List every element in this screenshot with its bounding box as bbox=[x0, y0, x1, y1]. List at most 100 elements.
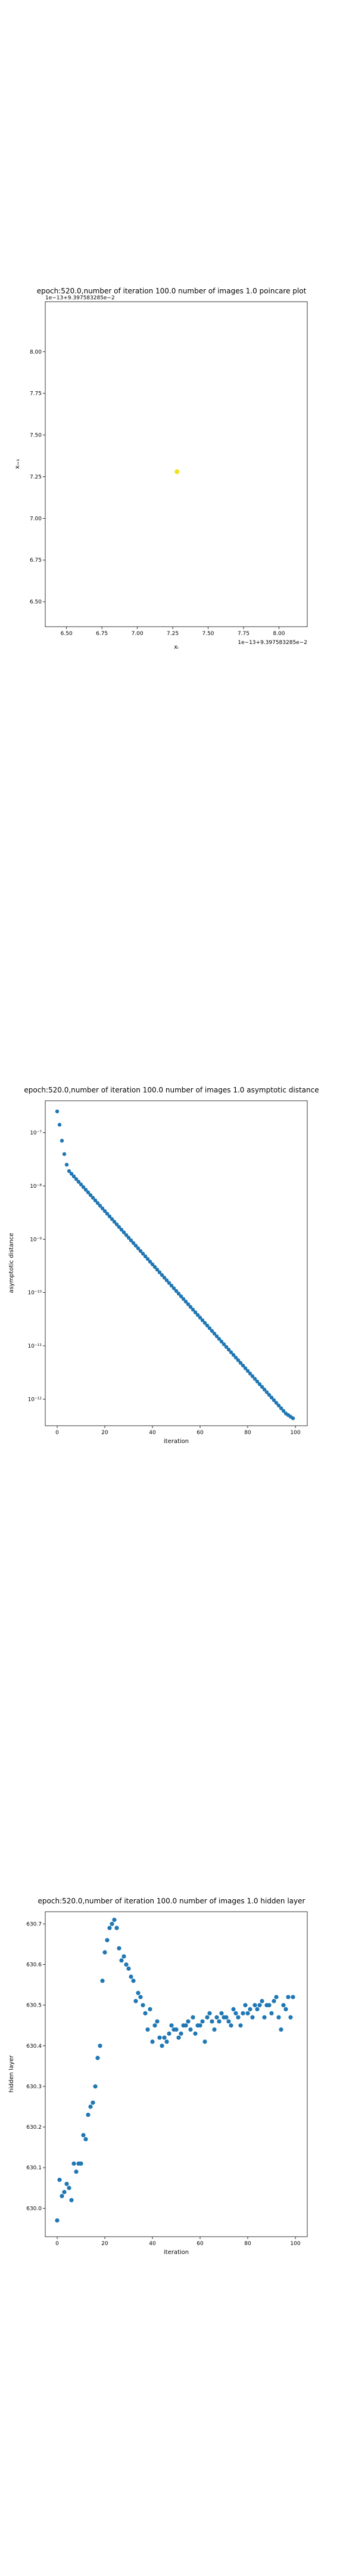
data-point bbox=[186, 2019, 191, 2024]
data-point bbox=[241, 1363, 245, 1368]
x-tick-label: 20 bbox=[101, 2241, 108, 2247]
data-point bbox=[126, 1236, 131, 1240]
data-point bbox=[255, 1379, 260, 1384]
data-point bbox=[107, 1925, 112, 1930]
y-tick-label: 630.6 bbox=[26, 1962, 42, 1968]
data-point bbox=[207, 2011, 212, 2015]
chart-title: epoch:520.0,number of iteration 100.0 nu… bbox=[38, 1897, 305, 1905]
data-point bbox=[79, 1182, 83, 1187]
y-tick-label: 6.50 bbox=[30, 599, 42, 605]
data-point bbox=[133, 1243, 138, 1248]
data-point bbox=[183, 2023, 188, 2028]
scatter-points bbox=[55, 1109, 295, 1420]
data-point bbox=[272, 1398, 276, 1402]
data-point bbox=[91, 2100, 95, 2105]
data-point bbox=[172, 1286, 176, 1290]
data-point bbox=[112, 1219, 117, 1224]
data-point bbox=[114, 1925, 119, 1930]
data-point bbox=[176, 1292, 181, 1296]
data-point bbox=[131, 1241, 136, 1245]
scatter-points bbox=[174, 469, 180, 475]
data-point bbox=[174, 469, 180, 475]
data-point bbox=[64, 2181, 69, 2187]
axis-ticks: 0 20 40 60 80 100 10⁻⁷ 10⁻⁸ 10⁻⁹ 10⁻¹⁰ 10⁻¹¹ 10⁻¹² bbox=[28, 1131, 301, 1436]
data-point bbox=[162, 1275, 167, 1280]
data-point bbox=[98, 2044, 102, 2048]
x-axis-label: iteration bbox=[164, 2249, 189, 2256]
data-point bbox=[79, 2161, 83, 2166]
data-point bbox=[252, 2003, 257, 2008]
y-axis-label: hidden layer bbox=[8, 2055, 15, 2092]
data-point bbox=[121, 1954, 126, 1959]
data-point bbox=[55, 2218, 60, 2223]
hidden-layer-chart: epoch:520.0,number of iteration 100.0 nu… bbox=[8, 1897, 308, 2256]
data-point bbox=[198, 1315, 202, 1320]
poincare-plot-chart: epoch:520.0,number of iteration 100.0 nu… bbox=[14, 287, 308, 651]
data-point bbox=[260, 1385, 264, 1389]
data-point bbox=[81, 2133, 86, 2138]
data-point bbox=[57, 1123, 62, 1127]
data-point bbox=[157, 1270, 162, 1274]
data-point bbox=[102, 1950, 107, 1955]
data-point bbox=[255, 2007, 260, 2012]
data-point bbox=[243, 2003, 248, 2008]
y-tick-label: 630.1 bbox=[26, 2165, 42, 2171]
data-point bbox=[250, 1374, 255, 1379]
data-point bbox=[267, 2003, 272, 2008]
data-point bbox=[193, 2031, 198, 2036]
data-point bbox=[141, 2003, 145, 2008]
x-tick-label: 6.75 bbox=[96, 631, 108, 637]
x-tick-label: 8.00 bbox=[273, 631, 285, 637]
chart-title: epoch:520.0,number of iteration 100.0 nu… bbox=[37, 287, 307, 295]
x-tick-label: 0 bbox=[55, 2241, 59, 2247]
data-point bbox=[200, 2019, 205, 2024]
x-axis-label: xᵢ bbox=[174, 644, 179, 651]
data-point bbox=[279, 1406, 283, 1410]
data-point bbox=[167, 1281, 172, 1285]
data-point bbox=[200, 1318, 205, 1323]
data-point bbox=[229, 2023, 233, 2028]
axis-ticks: 6.50 6.75 7.00 7.25 7.50 7.75 8.00 6.50 6.75 7.00… bbox=[30, 349, 285, 637]
data-point bbox=[160, 1272, 164, 1277]
y-tick-label: 10⁻¹¹ bbox=[28, 1343, 42, 1349]
data-point bbox=[250, 2015, 255, 2020]
data-point bbox=[231, 1352, 236, 1357]
data-point bbox=[214, 1334, 219, 1339]
asymptotic-distance-chart: epoch:520.0,number of iteration 100.0 nu… bbox=[8, 1086, 319, 1445]
data-point bbox=[231, 2007, 236, 2012]
data-point bbox=[279, 2027, 283, 2032]
data-point bbox=[60, 1138, 64, 1143]
data-point bbox=[210, 1329, 214, 1333]
data-point bbox=[219, 1339, 224, 1344]
data-point bbox=[202, 2039, 207, 2044]
data-point bbox=[119, 1228, 124, 1232]
data-point bbox=[205, 2015, 210, 2020]
y-tick-label: 8.00 bbox=[30, 349, 42, 355]
x-tick-label: 0 bbox=[55, 1430, 59, 1436]
data-point bbox=[143, 2011, 148, 2015]
data-point bbox=[64, 1163, 69, 1167]
data-point bbox=[198, 2023, 202, 2028]
data-point bbox=[138, 1249, 143, 1253]
y-tick-label: 630.7 bbox=[26, 1921, 42, 1927]
data-point bbox=[179, 2031, 183, 2036]
x-tick-label: 100 bbox=[290, 1430, 300, 1436]
data-point bbox=[160, 2044, 164, 2048]
y-tick-label: 630.0 bbox=[26, 2206, 42, 2212]
x-axis-label: iteration bbox=[164, 1438, 189, 1445]
data-point bbox=[264, 1390, 269, 1394]
data-point bbox=[248, 1371, 252, 1376]
data-point bbox=[260, 1999, 264, 2004]
plot-area bbox=[45, 1100, 308, 1426]
y-tick-label: 10⁻¹² bbox=[28, 1397, 42, 1402]
data-point bbox=[288, 2015, 293, 2020]
data-point bbox=[107, 1214, 112, 1219]
data-point bbox=[272, 1999, 276, 2004]
data-point bbox=[150, 2039, 155, 2044]
data-point bbox=[238, 2023, 243, 2028]
chart-title: epoch:520.0,number of iteration 100.0 nu… bbox=[24, 1086, 319, 1094]
x-tick-label: 80 bbox=[244, 1430, 251, 1436]
data-point bbox=[205, 1323, 210, 1328]
data-point bbox=[124, 1962, 129, 1967]
data-point bbox=[226, 2019, 231, 2024]
